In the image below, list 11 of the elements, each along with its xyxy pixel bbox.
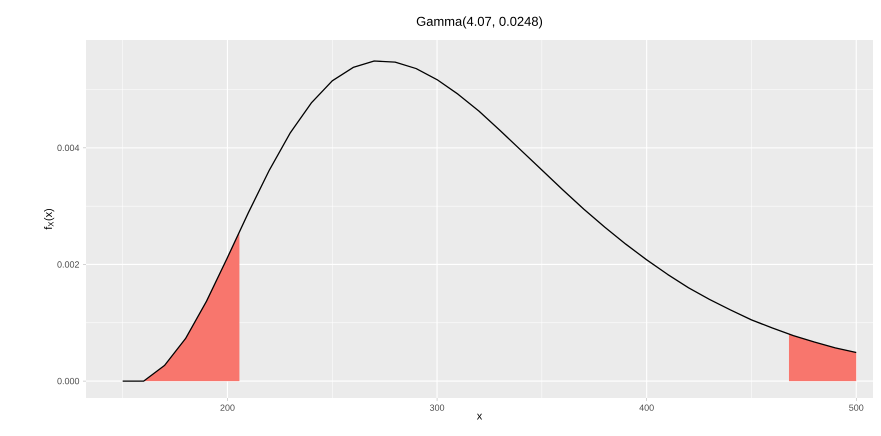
y-tick-label: 0.002 [57, 261, 80, 268]
line-series [122, 60, 857, 382]
x-tick-label: 500 [849, 404, 864, 411]
chart-title: Gamma(4.07, 0.0248) [416, 16, 542, 29]
y-tick-label: 0.000 [57, 378, 80, 384]
x-axis-title: x [476, 414, 482, 420]
x-tick-label: 200 [220, 404, 235, 411]
x-tick-label: 300 [430, 404, 444, 411]
y-tick-label: 0.004 [57, 144, 80, 152]
y-axis-title: f$_{X}$(x) [44, 208, 54, 230]
x-tick-label: 400 [639, 404, 654, 411]
